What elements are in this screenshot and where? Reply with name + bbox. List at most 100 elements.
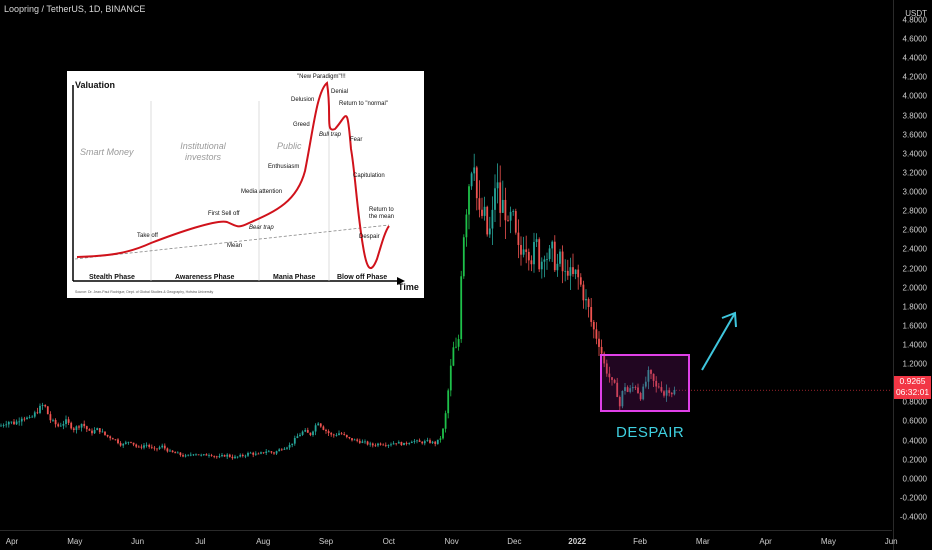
candle-body bbox=[421, 441, 424, 444]
candle-body bbox=[481, 209, 483, 216]
candle-body bbox=[564, 270, 567, 272]
candle-body bbox=[223, 455, 226, 457]
candle-body bbox=[496, 182, 499, 189]
candle-body bbox=[85, 426, 88, 430]
phase-stealth: Stealth Phase bbox=[89, 274, 135, 281]
candle-body bbox=[395, 443, 398, 445]
candle-body bbox=[457, 339, 460, 347]
y-tick-label: 2.8000 bbox=[902, 206, 927, 216]
y-tick-label: 4.8000 bbox=[902, 15, 927, 25]
candle-body bbox=[455, 346, 457, 348]
y-tick-label: 0.4000 bbox=[902, 436, 927, 446]
candle-body bbox=[392, 443, 395, 445]
candle-body bbox=[283, 448, 286, 450]
candle-body bbox=[52, 419, 54, 421]
label-return-to-normal: Return to "normal" bbox=[339, 101, 388, 107]
candle-body bbox=[434, 441, 437, 444]
candle-body bbox=[626, 387, 629, 392]
candle-body bbox=[122, 443, 125, 446]
candle-body bbox=[634, 387, 637, 388]
last-price-value: 0.9265 bbox=[899, 376, 926, 386]
candle-body bbox=[590, 307, 593, 322]
candle-body bbox=[166, 448, 169, 452]
candle-body bbox=[137, 446, 140, 448]
label-first-sell-off: First Sell off bbox=[208, 211, 240, 217]
candle-body bbox=[384, 444, 387, 446]
region-institutional: Institutional investors bbox=[180, 141, 226, 162]
candle-body bbox=[475, 167, 478, 199]
candle-series bbox=[0, 153, 892, 460]
candle-body bbox=[275, 451, 278, 454]
candle-body bbox=[114, 439, 117, 441]
candle-body bbox=[288, 444, 291, 448]
y-tick-label: 3.6000 bbox=[902, 130, 927, 140]
candle-body bbox=[244, 455, 247, 457]
candle-body bbox=[400, 442, 403, 446]
candle-body bbox=[322, 426, 325, 430]
candle-body bbox=[252, 452, 255, 455]
candle-body bbox=[499, 182, 502, 213]
candle-body bbox=[280, 449, 283, 451]
phase-blow-off: Blow off Phase bbox=[337, 274, 388, 281]
candle-body bbox=[36, 412, 39, 414]
time-axis[interactable]: Apr May Jun Jul Aug Sep Oct Nov Dec 2022 Feb Mar Apr… bbox=[0, 530, 898, 550]
candle-body bbox=[663, 391, 665, 396]
x-tick-label: Apr bbox=[5, 537, 19, 546]
label-delusion: Delusion bbox=[291, 97, 315, 103]
candle-body bbox=[143, 445, 145, 448]
candle-body bbox=[306, 430, 309, 433]
candle-body bbox=[403, 442, 405, 446]
candle-body bbox=[387, 444, 390, 446]
candle-body bbox=[75, 426, 78, 431]
candle-body bbox=[670, 392, 673, 395]
label-capitulation: Capitulation bbox=[353, 173, 385, 179]
bar-countdown: 06:32:01 bbox=[895, 387, 930, 397]
candle-body bbox=[0, 425, 2, 427]
inset-x-title: Time bbox=[398, 282, 419, 292]
candle-body bbox=[46, 406, 49, 415]
candle-body bbox=[158, 447, 161, 449]
price-axis[interactable]: USDT 4.8000 4.6000 4.4000 4.2000 4.0000 3.800… bbox=[893, 0, 932, 550]
candle-body bbox=[39, 405, 41, 413]
candle-body bbox=[304, 430, 307, 432]
candle-body bbox=[429, 440, 431, 443]
label-denial: Denial bbox=[331, 89, 349, 95]
candle-body bbox=[93, 430, 96, 434]
candle-body bbox=[205, 454, 208, 456]
candle-body bbox=[379, 443, 382, 445]
candle-body bbox=[624, 387, 626, 391]
candle-body bbox=[603, 353, 606, 364]
candle-body bbox=[309, 432, 312, 436]
y-tick-label: 3.4000 bbox=[902, 149, 927, 159]
label-greed: Greed bbox=[293, 122, 310, 128]
candle-body bbox=[265, 451, 268, 453]
candle-body bbox=[249, 452, 252, 454]
candle-body bbox=[559, 251, 561, 264]
candle-body bbox=[462, 237, 465, 277]
x-tick-label: Sep bbox=[318, 537, 334, 546]
inset-y-title: Valuation bbox=[75, 80, 116, 90]
candle-body bbox=[546, 259, 548, 260]
candle-body bbox=[566, 270, 569, 276]
candle-body bbox=[169, 450, 171, 452]
price-chart[interactable]: DESPAIR Valuation Time Smart Money Insti… bbox=[0, 0, 892, 530]
candle-body bbox=[512, 211, 515, 212]
y-tick-label: 0.0000 bbox=[902, 474, 927, 484]
label-return-to-mean: Return to the mean bbox=[369, 207, 395, 220]
candle-body bbox=[150, 446, 153, 448]
x-tick-label: Mar bbox=[695, 537, 710, 546]
candle-body bbox=[501, 199, 504, 213]
candle-body bbox=[174, 452, 177, 454]
candle-body bbox=[171, 450, 174, 453]
candle-body bbox=[26, 417, 28, 420]
candle-body bbox=[426, 440, 429, 442]
x-tick-label: Jul bbox=[195, 537, 206, 546]
y-tick-label: 4.4000 bbox=[902, 53, 927, 63]
candle-body bbox=[286, 447, 288, 449]
candle-body bbox=[70, 422, 73, 429]
candle-body bbox=[192, 454, 195, 456]
candle-body bbox=[215, 456, 218, 458]
candle-body bbox=[509, 211, 512, 221]
candle-body bbox=[444, 413, 447, 429]
